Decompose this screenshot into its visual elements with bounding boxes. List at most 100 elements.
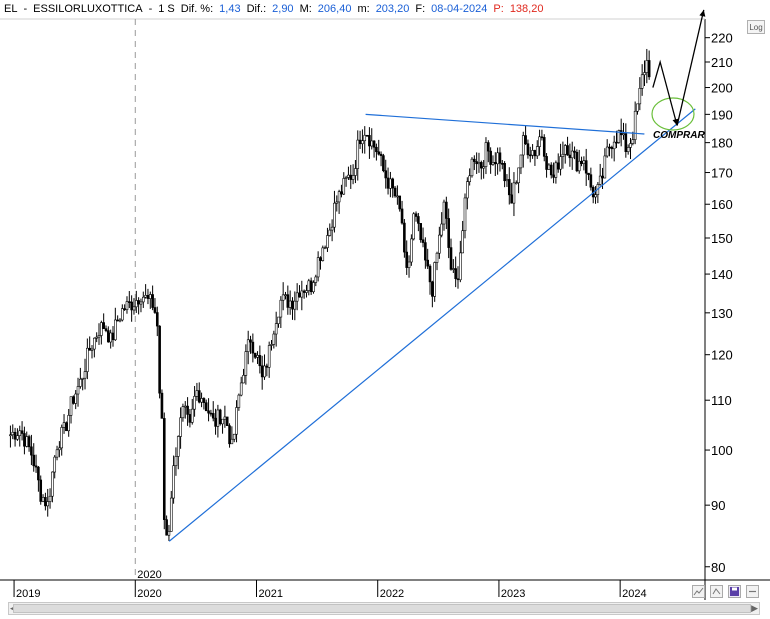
dif-value: 2,90 bbox=[272, 3, 294, 15]
candle-body bbox=[631, 139, 635, 144]
candle-body bbox=[193, 396, 196, 410]
candle-body bbox=[487, 142, 490, 152]
candle-body bbox=[298, 292, 301, 298]
candle-body bbox=[354, 168, 357, 176]
y-tick-label: 120 bbox=[711, 348, 733, 363]
candle-body bbox=[587, 172, 590, 175]
candle-body bbox=[135, 300, 138, 308]
candle-body bbox=[496, 152, 499, 165]
date-value: 08-04-2024 bbox=[431, 3, 488, 15]
candle-body bbox=[489, 150, 492, 165]
candle-body bbox=[295, 292, 299, 302]
candle-body bbox=[351, 175, 355, 180]
candle-body bbox=[347, 174, 350, 178]
candle-body bbox=[568, 154, 572, 159]
candle-body bbox=[535, 146, 539, 157]
candle-body bbox=[72, 396, 75, 404]
candle-body bbox=[20, 430, 24, 434]
candle-body bbox=[561, 153, 565, 157]
candle-body bbox=[372, 140, 376, 148]
candle-body bbox=[167, 531, 171, 536]
y-tick-label: 210 bbox=[711, 55, 733, 70]
candle-body bbox=[426, 259, 429, 267]
candle-body bbox=[246, 339, 250, 352]
candle-body bbox=[412, 213, 416, 240]
candle-body bbox=[456, 278, 460, 281]
candle-body bbox=[384, 170, 388, 179]
chart-header: EL - ESSILORLUXOTTICA - 1 S Dif. %: 1,43… bbox=[0, 0, 709, 18]
candle-body bbox=[463, 197, 467, 232]
candle-body bbox=[190, 408, 194, 423]
candle-body bbox=[321, 247, 325, 261]
y-tick-label: 220 bbox=[711, 31, 733, 46]
candle-body bbox=[260, 365, 264, 378]
candle-body bbox=[144, 295, 147, 298]
candle-body bbox=[438, 234, 441, 254]
candle-body bbox=[442, 201, 446, 225]
candle-body bbox=[470, 158, 474, 177]
candle-body bbox=[93, 337, 96, 350]
candle-body bbox=[440, 223, 443, 236]
candle-body bbox=[197, 390, 201, 403]
min-label: m: bbox=[357, 3, 370, 15]
candle-body bbox=[512, 182, 516, 204]
candle-body bbox=[256, 355, 259, 358]
candle-body bbox=[125, 301, 129, 310]
candle-body bbox=[538, 136, 541, 147]
candle-body bbox=[104, 328, 108, 331]
save-icon[interactable] bbox=[728, 585, 741, 598]
candle-body bbox=[46, 501, 50, 507]
candle-body bbox=[158, 325, 161, 394]
candle-body bbox=[629, 143, 632, 148]
x-tick-label: 2022 bbox=[380, 588, 404, 600]
candle-body bbox=[179, 417, 182, 437]
scroll-right-icon[interactable]: ▶ bbox=[751, 603, 758, 613]
candle-body bbox=[169, 497, 173, 532]
zoom-out-icon[interactable] bbox=[746, 585, 759, 598]
chart-type-icon[interactable] bbox=[692, 585, 705, 598]
candle-body bbox=[594, 194, 597, 198]
candle-body bbox=[638, 88, 642, 105]
projection-arrowhead bbox=[699, 9, 706, 17]
candle-body bbox=[589, 174, 593, 188]
candle-body bbox=[244, 351, 248, 376]
scroll-thumb[interactable] bbox=[13, 604, 751, 613]
candle-body bbox=[228, 425, 231, 445]
candle-body bbox=[424, 242, 427, 261]
candle-body bbox=[622, 133, 625, 136]
candle-body bbox=[580, 160, 583, 164]
candle-body bbox=[636, 103, 639, 112]
candle-body bbox=[493, 162, 497, 165]
candle-body bbox=[398, 195, 402, 210]
time-scrollbar[interactable]: ◀ ▶ bbox=[8, 602, 760, 615]
candle-body bbox=[309, 280, 313, 293]
y-tick-label: 130 bbox=[711, 306, 733, 321]
candle-body bbox=[183, 405, 187, 408]
candle-body bbox=[200, 398, 203, 403]
candle-body bbox=[577, 160, 581, 172]
candle-body bbox=[188, 414, 192, 423]
ticker-symbol: EL bbox=[4, 3, 18, 15]
x-tick-label: 2024 bbox=[622, 588, 646, 600]
candle-body bbox=[16, 435, 19, 440]
candle-body bbox=[9, 434, 12, 437]
candle-body bbox=[218, 409, 222, 425]
candle-body bbox=[211, 413, 215, 419]
candle-body bbox=[11, 431, 15, 436]
candle-body bbox=[337, 191, 341, 203]
draw-tool-icon[interactable] bbox=[710, 585, 723, 598]
candle-body bbox=[601, 175, 604, 179]
projection-arrowhead bbox=[672, 118, 679, 126]
candle-body bbox=[316, 257, 320, 278]
candle-body bbox=[118, 319, 122, 322]
candle-body bbox=[39, 479, 43, 502]
candle-body bbox=[55, 449, 59, 458]
instrument-name: ESSILORLUXOTTICA bbox=[33, 3, 143, 15]
candle-body bbox=[270, 344, 273, 346]
candle-body bbox=[323, 247, 327, 249]
candle-body bbox=[30, 446, 33, 456]
log-scale-button[interactable]: Log bbox=[747, 20, 765, 34]
candle-body bbox=[214, 417, 217, 427]
